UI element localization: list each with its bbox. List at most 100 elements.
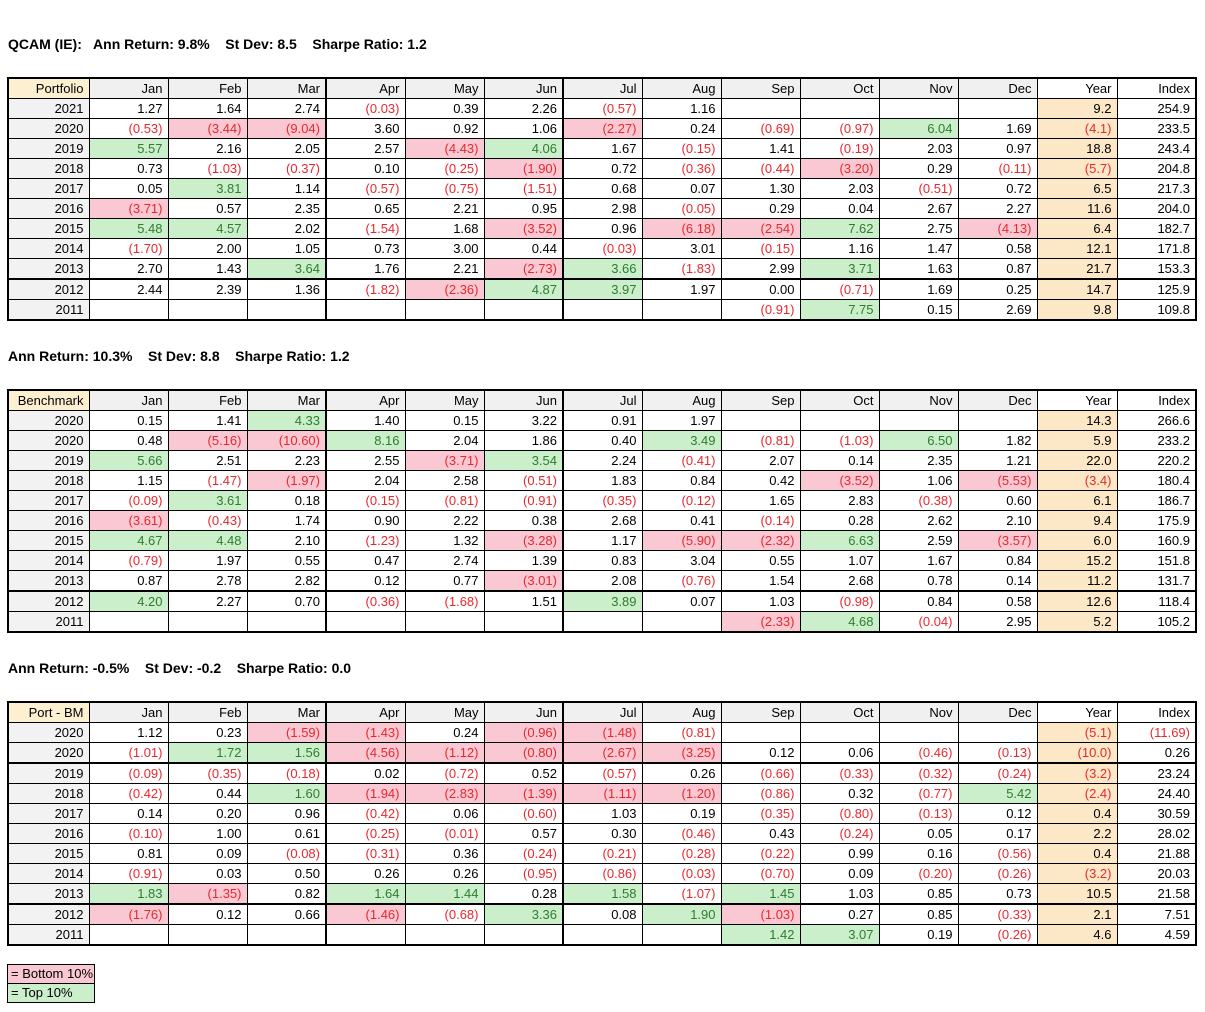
month-cell[interactable]: (0.57): [325, 178, 406, 199]
year-cell[interactable]: 5.9: [1036, 430, 1118, 451]
month-cell[interactable]: (0.35): [562, 490, 643, 511]
month-cell[interactable]: (0.09): [88, 762, 169, 784]
month-cell[interactable]: 2.16: [167, 138, 248, 159]
legend-bottom10-cell[interactable]: = Bottom 10%: [7, 964, 95, 984]
month-cell[interactable]: 2.02: [246, 218, 327, 239]
index-cell[interactable]: 118.4: [1116, 590, 1197, 612]
row-label[interactable]: 2020: [7, 742, 90, 764]
month-cell[interactable]: 0.15: [404, 410, 485, 431]
row-label[interactable]: 2014: [7, 863, 90, 884]
index-cell[interactable]: 28.02: [1116, 823, 1197, 844]
month-cell[interactable]: 5.42: [957, 783, 1038, 804]
year-cell[interactable]: 12.6: [1036, 590, 1118, 612]
month-cell[interactable]: 0.48: [88, 430, 169, 451]
month-cell[interactable]: 1.07: [799, 550, 880, 571]
month-cell[interactable]: 4.68: [799, 611, 880, 633]
year-cell[interactable]: (3.2): [1036, 762, 1118, 784]
col-header-dec[interactable]: Dec: [957, 77, 1038, 99]
month-cell[interactable]: 5.66: [88, 450, 169, 471]
row-label[interactable]: 2017: [7, 490, 90, 511]
month-cell[interactable]: 0.06: [404, 803, 485, 824]
index-cell[interactable]: 243.4: [1116, 138, 1197, 159]
month-cell[interactable]: 2.82: [246, 570, 327, 592]
month-cell[interactable]: 1.83: [88, 883, 169, 905]
month-cell[interactable]: (6.18): [641, 218, 722, 239]
month-cell[interactable]: 3.54: [483, 450, 564, 471]
month-cell[interactable]: 3.01: [641, 238, 722, 259]
month-cell[interactable]: 2.78: [167, 570, 248, 592]
month-cell[interactable]: (0.77): [878, 783, 959, 804]
month-cell[interactable]: [562, 924, 643, 946]
month-cell[interactable]: 3.49: [641, 430, 722, 451]
index-cell[interactable]: 171.8: [1116, 238, 1197, 259]
month-cell[interactable]: 0.85: [878, 883, 959, 905]
month-cell[interactable]: 2.99: [720, 258, 801, 280]
index-cell[interactable]: 217.3: [1116, 178, 1197, 199]
month-cell[interactable]: 0.10: [325, 158, 406, 179]
year-cell[interactable]: 4.6: [1036, 924, 1118, 946]
row-label[interactable]: 2011: [7, 611, 90, 633]
month-cell[interactable]: (2.54): [720, 218, 801, 239]
month-cell[interactable]: 1.21: [957, 450, 1038, 471]
month-cell[interactable]: (3.52): [483, 218, 564, 239]
index-cell[interactable]: 131.7: [1116, 570, 1197, 592]
month-cell[interactable]: [167, 299, 248, 321]
month-cell[interactable]: (0.13): [957, 742, 1038, 764]
month-cell[interactable]: 1.30: [720, 178, 801, 199]
year-cell[interactable]: 6.4: [1036, 218, 1118, 239]
month-cell[interactable]: (5.53): [957, 470, 1038, 491]
row-label[interactable]: 2015: [7, 218, 90, 239]
month-cell[interactable]: 1.32: [404, 530, 485, 551]
month-cell[interactable]: 0.15: [88, 410, 169, 431]
month-cell[interactable]: (0.46): [641, 823, 722, 844]
month-cell[interactable]: 1.06: [483, 118, 564, 139]
col-header-jun[interactable]: Jun: [483, 701, 564, 723]
month-cell[interactable]: 2.04: [404, 430, 485, 451]
col-header-sep[interactable]: Sep: [720, 701, 801, 723]
row-label[interactable]: 2017: [7, 803, 90, 824]
month-cell[interactable]: (0.42): [88, 783, 169, 804]
month-cell[interactable]: (0.08): [246, 843, 327, 864]
month-cell[interactable]: (1.12): [404, 742, 485, 764]
month-cell[interactable]: 0.66: [246, 903, 327, 925]
month-cell[interactable]: 1.64: [167, 98, 248, 119]
month-cell[interactable]: 1.69: [957, 118, 1038, 139]
index-cell[interactable]: 21.58: [1116, 883, 1197, 905]
month-cell[interactable]: (0.22): [720, 843, 801, 864]
month-cell[interactable]: (3.25): [641, 742, 722, 764]
month-cell[interactable]: 0.73: [957, 883, 1038, 905]
month-cell[interactable]: 2.95: [957, 611, 1038, 633]
month-cell[interactable]: (0.09): [88, 490, 169, 511]
month-cell[interactable]: 6.63: [799, 530, 880, 551]
month-cell[interactable]: (3.61): [88, 510, 169, 531]
month-cell[interactable]: 1.56: [246, 742, 327, 764]
year-cell[interactable]: (10.0): [1036, 742, 1118, 764]
month-cell[interactable]: 1.15: [88, 470, 169, 491]
month-cell[interactable]: (0.20): [878, 863, 959, 884]
month-cell[interactable]: 0.05: [88, 178, 169, 199]
month-cell[interactable]: 3.07: [799, 924, 880, 946]
col-header-apr[interactable]: Apr: [325, 77, 406, 99]
month-cell[interactable]: [720, 722, 801, 743]
month-cell[interactable]: (0.57): [562, 98, 643, 119]
month-cell[interactable]: (0.33): [799, 762, 880, 784]
month-cell[interactable]: 1.41: [720, 138, 801, 159]
month-cell[interactable]: 2.35: [878, 450, 959, 471]
row-label[interactable]: 2016: [7, 198, 90, 219]
col-header-feb[interactable]: Feb: [167, 389, 248, 411]
month-cell[interactable]: [483, 924, 564, 946]
month-cell[interactable]: 3.64: [246, 258, 327, 280]
month-cell[interactable]: (0.80): [483, 742, 564, 764]
month-cell[interactable]: (0.12): [641, 490, 722, 511]
month-cell[interactable]: 1.03: [799, 883, 880, 905]
month-cell[interactable]: (3.01): [483, 570, 564, 592]
month-cell[interactable]: (0.11): [957, 158, 1038, 179]
year-cell[interactable]: 22.0: [1036, 450, 1118, 471]
month-cell[interactable]: 1.03: [562, 803, 643, 824]
month-cell[interactable]: 0.87: [88, 570, 169, 592]
month-cell[interactable]: [562, 611, 643, 633]
index-cell[interactable]: 20.03: [1116, 863, 1197, 884]
month-cell[interactable]: 1.43: [167, 258, 248, 280]
month-cell[interactable]: (0.69): [720, 118, 801, 139]
month-cell[interactable]: 1.67: [878, 550, 959, 571]
